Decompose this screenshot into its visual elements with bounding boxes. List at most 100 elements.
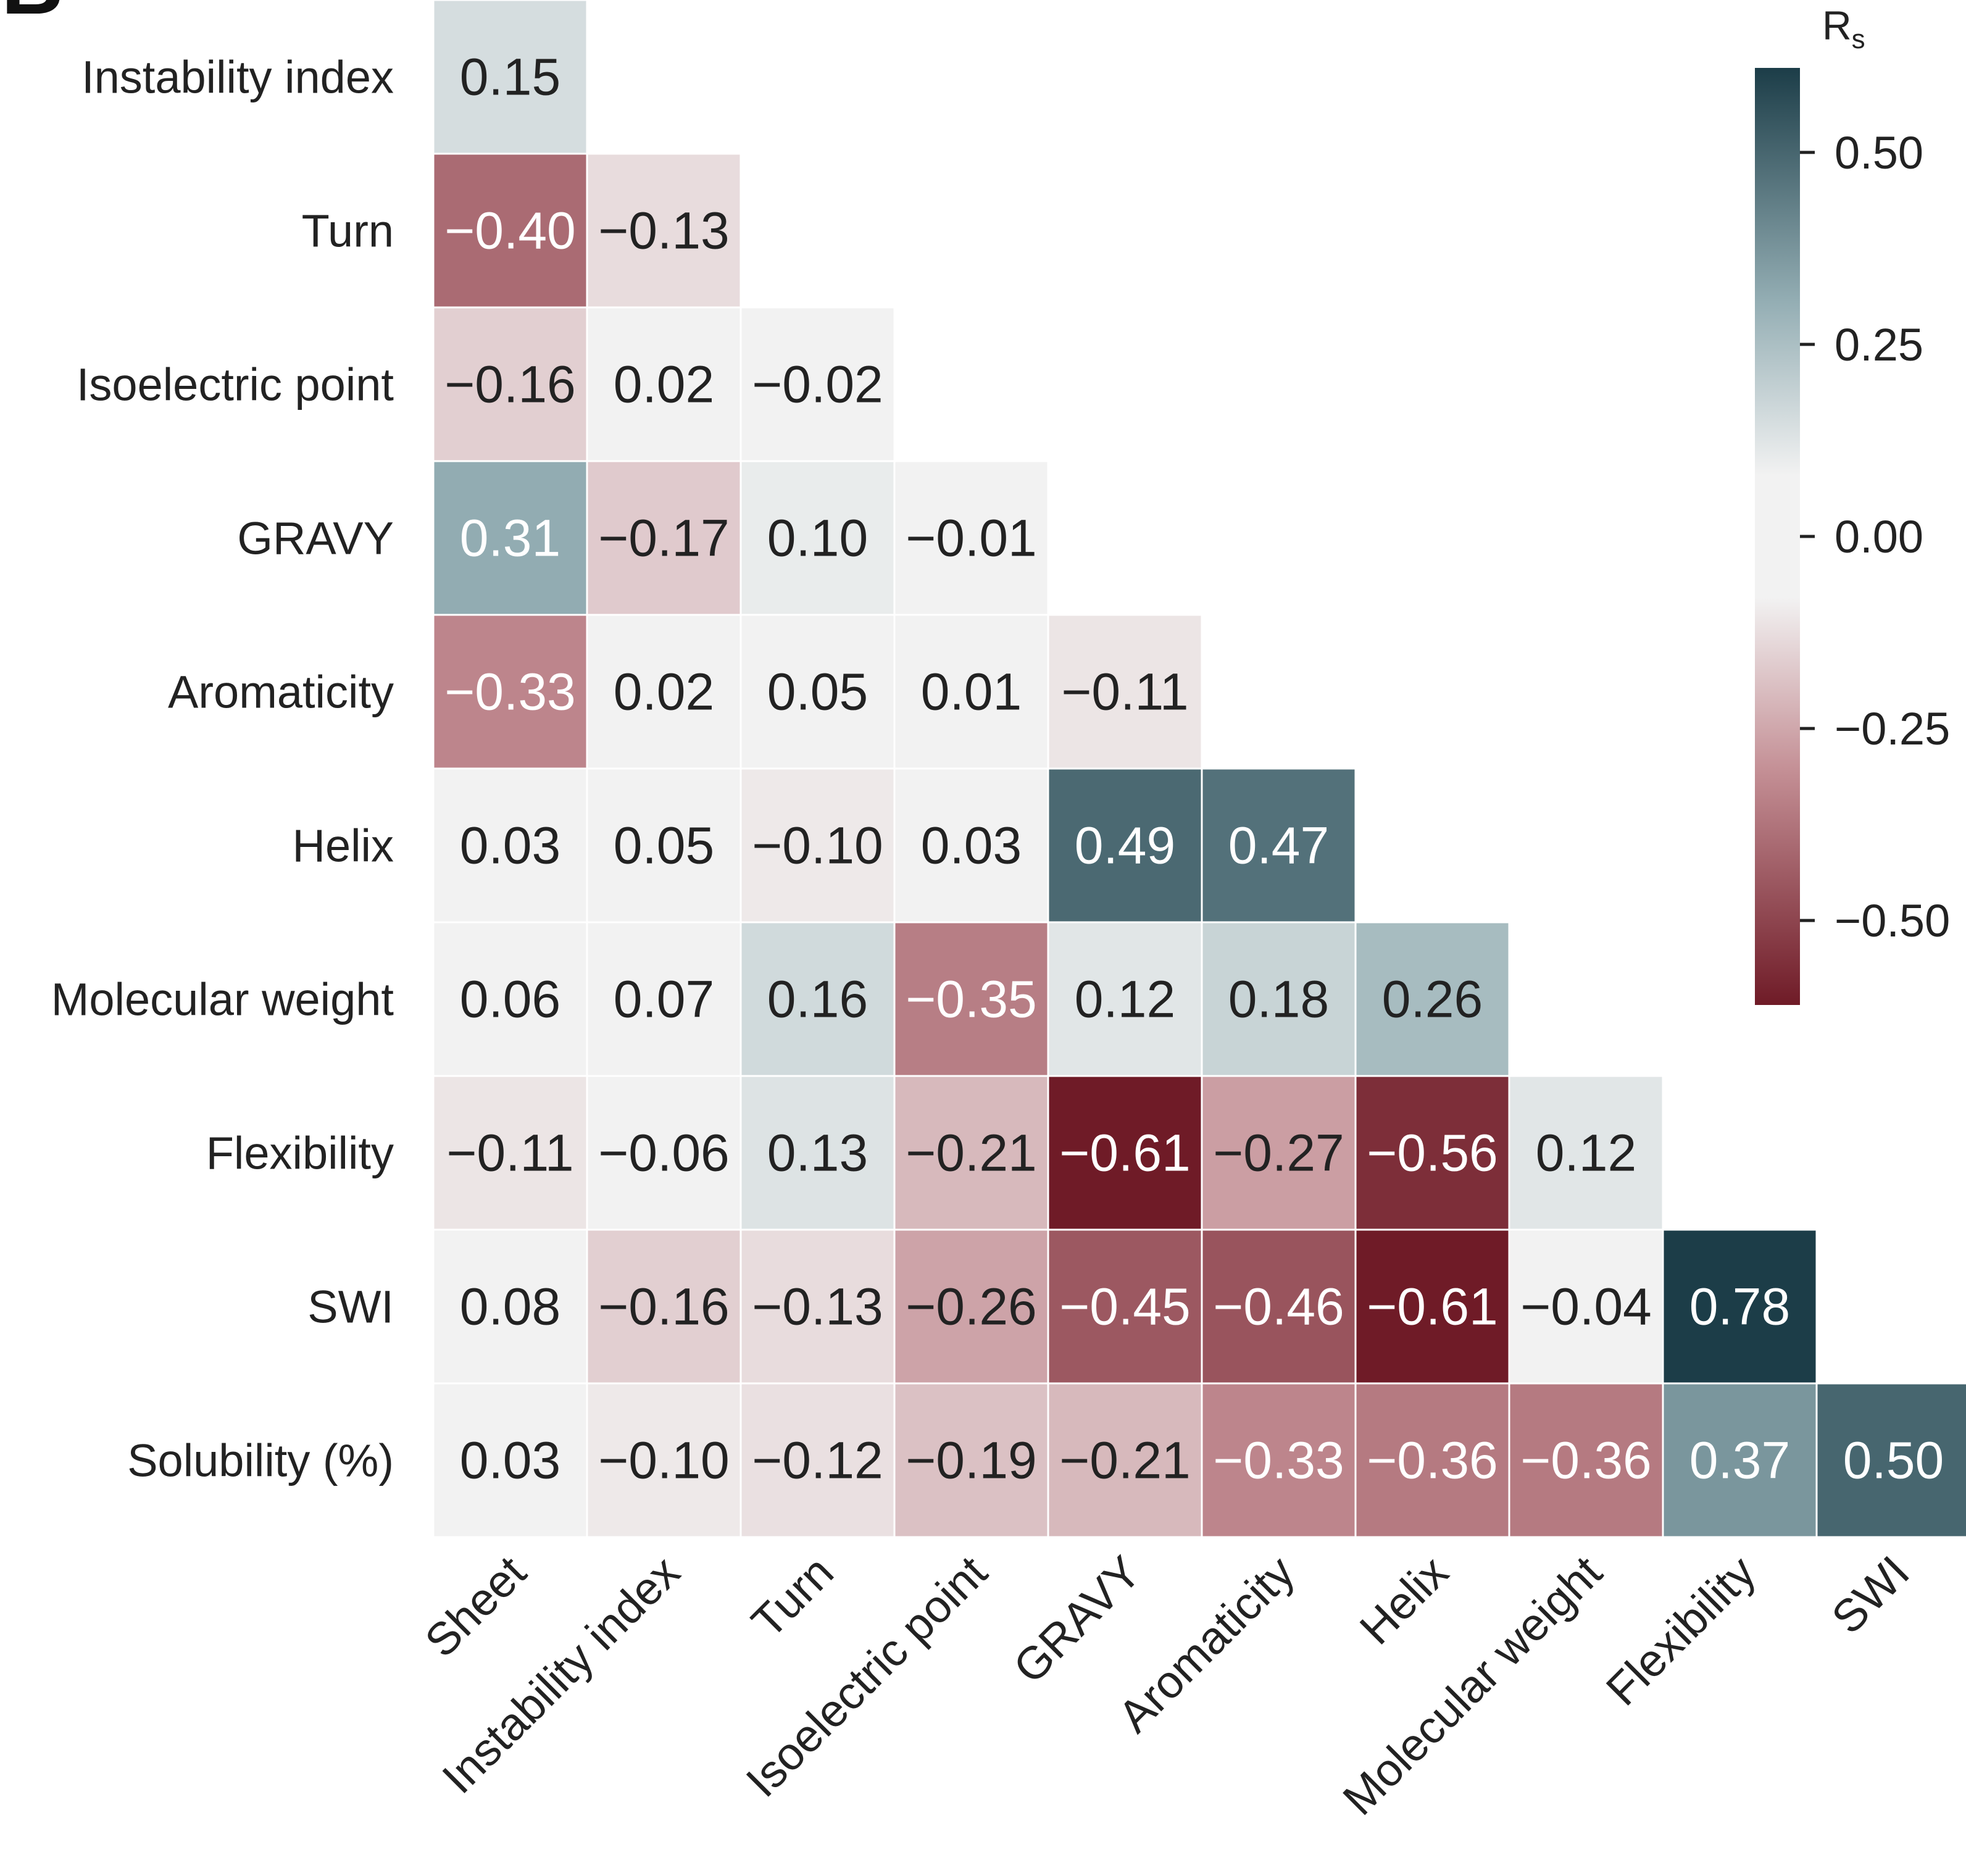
cell-value-label: −0.26 [906, 1278, 1037, 1336]
heatmap-cell [1201, 767, 1357, 923]
cell-value-label: −0.35 [906, 970, 1037, 1028]
heatmap-cell [1354, 921, 1510, 1077]
heatmap-cell [739, 921, 896, 1077]
cell-value-label: 0.18 [1228, 970, 1330, 1028]
heatmap-cell [432, 306, 588, 462]
column-label: Flexibility [1596, 1546, 1765, 1715]
heatmap-cell [893, 921, 1049, 1077]
cell-value-label: 0.08 [460, 1278, 561, 1336]
column-label: Helix [1350, 1546, 1458, 1654]
cell-value-label: −0.16 [598, 1278, 730, 1336]
heatmap-cell [586, 767, 742, 923]
cell-value-label: 0.06 [460, 970, 561, 1028]
cell-value-label: −0.36 [1520, 1432, 1652, 1490]
cell-value-label: −0.21 [906, 1124, 1037, 1182]
cell-value-label: −0.12 [752, 1432, 883, 1490]
cell-value-label: −0.11 [446, 1124, 573, 1182]
cell-value-label: 0.05 [767, 663, 868, 721]
heatmap-cell [432, 0, 588, 155]
heatmap-cell [1815, 1382, 1966, 1538]
row-label: GRAVY [237, 513, 394, 564]
heatmap-cell [1354, 1075, 1510, 1231]
cell-value-label: 0.78 [1689, 1278, 1791, 1336]
cell-value-label: 0.47 [1228, 817, 1330, 875]
cell-value-label: 0.03 [921, 817, 1022, 875]
column-label: GRAVY [1004, 1546, 1151, 1693]
heatmap-cell [1201, 1228, 1357, 1385]
colorbar-tick-label: −0.50 [1835, 895, 1950, 946]
cell-value-label: −0.16 [444, 356, 576, 414]
cell-value-label: 0.10 [767, 509, 868, 567]
heatmap-cell [432, 1228, 588, 1385]
colorbar-title-main: R [1822, 2, 1852, 48]
cell-value-label: 0.31 [460, 509, 561, 567]
cell-value-label: −0.33 [1213, 1432, 1344, 1490]
heatmap-cells: 0.15 −0.40 −0.13 −0.16 0.02 −0.02 0.31 −0.17 0.1… [432, 0, 1966, 1538]
cell-value-label: −0.45 [1059, 1278, 1191, 1336]
column-label: Molecular weight [1333, 1546, 1612, 1825]
cell-value-label: −0.19 [906, 1432, 1037, 1490]
row-label: Molecular weight [51, 974, 394, 1025]
cell-value-label: 0.02 [614, 663, 715, 721]
cell-value-label: 0.12 [1536, 1124, 1637, 1182]
column-label: Turn [741, 1546, 843, 1648]
cell-value-label: −0.21 [1059, 1432, 1191, 1490]
cell-value-label: 0.07 [614, 970, 715, 1028]
heatmap-cell [739, 306, 896, 462]
heatmap-cell [893, 767, 1049, 923]
cell-value-label: 0.03 [460, 1432, 561, 1490]
colorbar-tick-label: 0.00 [1835, 511, 1923, 562]
heatmap-cell [893, 1075, 1049, 1231]
colorbar-ticks: 0.50 0.25 0.00 −0.25 −0.50 [1800, 127, 1950, 946]
cell-value-label: −0.13 [752, 1278, 883, 1336]
cell-value-label: 0.50 [1843, 1432, 1944, 1490]
colorbar-gradient [1755, 68, 1800, 1005]
colorbar-tick-label: 0.50 [1835, 127, 1923, 178]
cell-value-label: −0.11 [1061, 663, 1188, 721]
heatmap-cell [432, 614, 588, 770]
cell-value-label: −0.27 [1213, 1124, 1344, 1182]
cell-value-label: −0.36 [1367, 1432, 1498, 1490]
cell-value-label: 0.49 [1075, 817, 1176, 875]
cell-value-label: −0.61 [1367, 1278, 1498, 1336]
colorbar-tick-label: −0.25 [1835, 703, 1950, 754]
cell-value-label: 0.01 [921, 663, 1022, 721]
heatmap-cell [739, 1382, 896, 1538]
cell-value-label: 0.37 [1689, 1432, 1791, 1490]
cell-value-label: 0.05 [614, 817, 715, 875]
heatmap-cell [893, 460, 1049, 616]
heatmap-cell [432, 152, 588, 309]
cell-value-label: −0.40 [444, 202, 576, 260]
heatmap-cell [1354, 1382, 1510, 1538]
cell-value-label: 0.03 [460, 817, 561, 875]
cell-value-label: −0.04 [1520, 1278, 1652, 1336]
heatmap-cell [432, 1382, 588, 1538]
row-label: Instability index [81, 52, 394, 103]
heatmap-cell [893, 1382, 1049, 1538]
heatmap-cell [1047, 614, 1203, 770]
heatmap-cell [1201, 921, 1357, 1077]
cell-value-label: 0.16 [767, 970, 868, 1028]
heatmap-cell [586, 306, 742, 462]
heatmap-cell [1047, 1228, 1203, 1385]
heatmap-cell [1508, 1228, 1664, 1385]
cell-value-label: 0.12 [1075, 970, 1176, 1028]
heatmap-cell [586, 614, 742, 770]
row-label: Turn [302, 206, 394, 257]
heatmap-cell [586, 921, 742, 1077]
cell-value-label: −0.10 [752, 817, 883, 875]
cell-value-label: −0.46 [1213, 1278, 1344, 1336]
cell-value-label: −0.61 [1059, 1124, 1191, 1182]
cell-value-label: 0.13 [767, 1124, 868, 1182]
heatmap-cell [893, 1228, 1049, 1385]
cell-value-label: −0.01 [906, 509, 1037, 567]
colorbar-tick-label: 0.25 [1835, 319, 1923, 370]
heatmap-cell [1047, 1382, 1203, 1538]
cell-value-label: 0.15 [460, 48, 561, 106]
cell-value-label: −0.06 [598, 1124, 730, 1182]
colorbar-title: Rs [1822, 2, 1865, 54]
row-labels: Instability index Turn Isoelectric point GR… [51, 52, 394, 1486]
cell-value-label: −0.33 [444, 663, 576, 721]
